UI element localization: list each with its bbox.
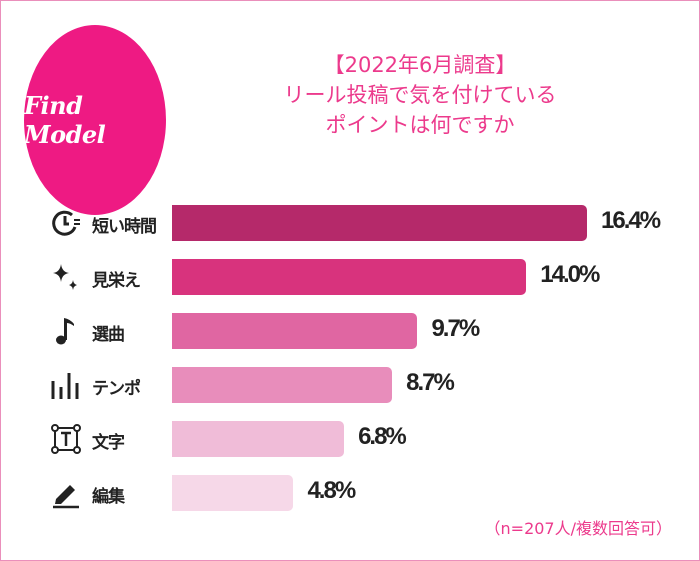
category-label: テンポ xyxy=(92,379,141,399)
bar-row: テンポ 8.7% xyxy=(0,367,700,403)
value-label: 8.7% xyxy=(406,369,455,396)
title-line-2: リール投稿で気を付けている xyxy=(283,83,557,107)
tempo-bars-icon xyxy=(50,369,82,401)
category-label: 文字 xyxy=(92,433,125,453)
title-line-3: ポイントは何ですか xyxy=(325,113,515,137)
category-label: 短い時間 xyxy=(92,217,157,237)
logo-text: Find Model xyxy=(24,91,106,149)
bar xyxy=(172,205,587,241)
title-line-1: 【2022年6月調査】 xyxy=(323,53,517,77)
category-label: 編集 xyxy=(92,487,125,507)
bar xyxy=(172,421,345,457)
bar-row: 編集 4.8% xyxy=(0,475,700,511)
music-note-icon xyxy=(50,315,82,347)
chart-title: 【2022年6月調査】 リール投稿で気を付けている ポイントは何ですか xyxy=(220,50,620,140)
value-label: 6.8% xyxy=(358,423,407,450)
bar xyxy=(172,259,527,295)
category-label: 選曲 xyxy=(92,325,125,345)
pen-icon xyxy=(50,477,82,509)
sparkle-icon xyxy=(50,261,82,293)
bar-row: 選曲 9.7% xyxy=(0,313,700,349)
value-label: 14.0% xyxy=(540,261,600,288)
bar xyxy=(172,475,294,511)
value-label: 9.7% xyxy=(431,315,480,342)
bar-row: 見栄え 14.0% xyxy=(0,259,700,295)
value-label: 4.8% xyxy=(307,477,356,504)
bar xyxy=(172,313,418,349)
bar-row: 短い時間 16.4% xyxy=(0,205,700,241)
bar xyxy=(172,367,393,403)
value-label: 16.4% xyxy=(601,207,661,234)
find-model-logo: Find Model xyxy=(24,25,166,215)
clock-icon xyxy=(50,207,82,239)
text-box-icon xyxy=(50,423,82,455)
bar-row: 文字 6.8% xyxy=(0,421,700,457)
sample-note: （n=207人/複数回答可） xyxy=(484,519,672,538)
category-label: 見栄え xyxy=(92,271,141,291)
